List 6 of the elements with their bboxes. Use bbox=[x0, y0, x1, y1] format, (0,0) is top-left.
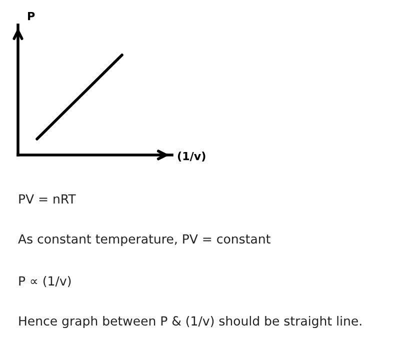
text: PV = nRT bbox=[19, 194, 76, 204]
x-axis-title: (1/v) bbox=[178, 152, 206, 162]
text: Hence graph between P & (1/v) should be straight line. bbox=[19, 316, 362, 328]
text: As constant temperature, PV = constant bbox=[18, 234, 270, 246]
y-axis-title: P bbox=[28, 12, 35, 20]
text: P ∝ (1/v) bbox=[19, 276, 71, 288]
